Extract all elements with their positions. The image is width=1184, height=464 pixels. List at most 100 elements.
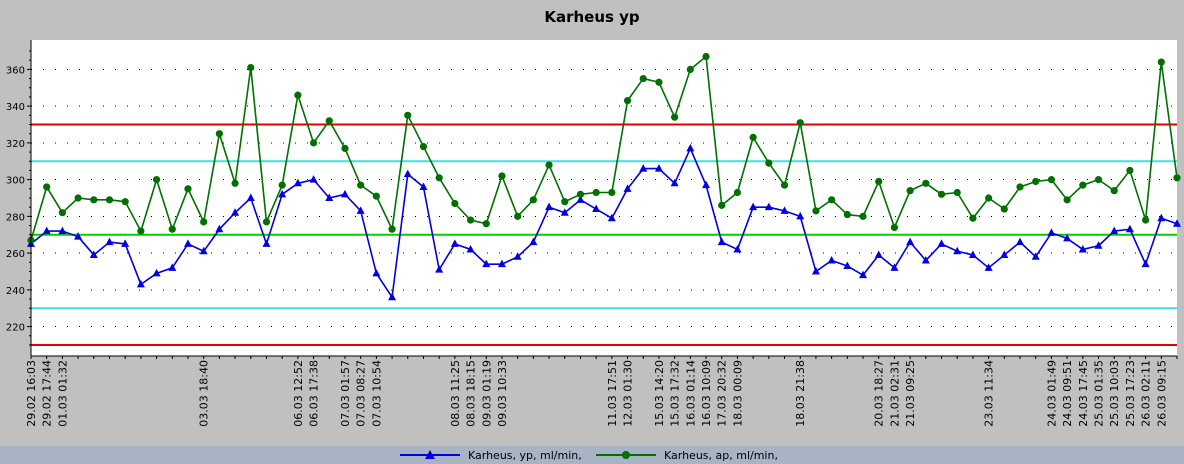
data-point [639,74,647,83]
data-point [1031,252,1040,260]
data-point [200,218,208,226]
data-point [733,188,742,197]
data-point [356,206,365,214]
data-point [796,211,805,220]
data-point [607,213,616,222]
legend-item-yp: Karheus, yp, ml/min, [400,447,582,463]
data-point [796,119,804,127]
data-point [922,179,930,187]
data-point [859,212,867,220]
data-point [859,270,868,279]
data-point [105,196,114,204]
data-point [1047,228,1056,236]
data-point [513,252,522,260]
x-tick-label: 26.03 02:11 [1140,360,1153,427]
data-point [843,261,852,269]
y-tick-label: 240 [6,286,25,297]
data-point [199,246,208,255]
data-point [74,232,83,240]
x-tick-label: 24.03 09:51 [1061,360,1074,427]
x-tick-label: 15.03 14:20 [653,360,666,427]
data-point [121,239,130,247]
series-layer [27,52,1181,301]
data-point [435,174,443,182]
x-tick-label: 17.03 20:32 [716,360,729,427]
x-tick-label: 09.03 10:33 [496,360,509,427]
data-point [1016,183,1024,191]
data-point [325,117,333,125]
data-point [780,206,789,214]
data-point [1047,176,1056,184]
data-point [843,210,851,219]
data-point [561,198,569,206]
data-point [184,185,192,193]
data-point [560,208,569,216]
data-point [937,190,946,198]
data-point [1000,250,1009,258]
x-tick-label: 06.03 12:52 [292,360,305,427]
data-point [293,178,302,187]
data-point [309,175,318,183]
data-point [262,239,271,247]
x-tick-label: 25.03 01:35 [1093,360,1106,427]
data-point [639,164,648,172]
data-point [686,65,694,73]
y-tick-label: 320 [6,139,25,150]
data-point [58,209,66,217]
x-tick-label: 07.03 08:27 [355,360,368,427]
data-point [341,144,349,152]
data-point [733,244,742,253]
x-tick-label: 24.03 17:45 [1077,360,1090,427]
data-point [168,263,177,271]
data-point [1079,181,1087,189]
legend-label-yp: Karheus, yp, ml/min, [468,448,582,462]
data-point [1000,205,1008,213]
y-tick-label: 340 [6,102,25,113]
data-point [953,188,961,197]
data-point [435,265,444,273]
data-point [686,143,695,152]
data-point [985,194,993,202]
data-point [1094,241,1103,249]
data-point [1142,216,1150,224]
x-tick-label: 18.03 21:38 [794,360,807,427]
y-tick-label: 360 [6,65,25,76]
data-point [121,198,129,206]
data-point [1110,226,1119,235]
data-point [1157,213,1166,222]
x-axis: 29.02 16:03 29.02 17:44 01.03 01:32 03.03 1… [25,355,1178,427]
x-tick-label: 01.03 01:32 [56,360,69,427]
data-point [1063,196,1071,204]
x-tick-label: 08.03 11:25 [449,360,462,427]
x-tick-label: 23.03 11:34 [983,360,996,427]
data-point [828,196,836,204]
reference-lines [31,123,1177,346]
data-point [1032,177,1040,186]
data-point [812,207,820,215]
data-point [764,202,773,211]
x-tick-label: 09.03 01:19 [480,360,493,427]
data-point [906,187,914,195]
data-point [466,244,475,253]
x-tick-label: 29.02 17:44 [41,360,54,427]
data-point [357,181,365,189]
y-tick-label: 280 [6,212,25,223]
data-point [654,164,663,172]
data-point [655,78,663,86]
data-point [262,218,271,226]
data-point [90,196,98,204]
data-point [294,91,302,99]
data-point [1094,176,1103,184]
x-tick-label: 25.03 10:03 [1108,360,1121,427]
data-point [183,239,192,247]
data-point [749,133,757,141]
data-point [670,178,679,187]
data-point [278,189,287,198]
x-tick-label: 29.02 16:03 [25,360,38,427]
data-point [388,225,396,233]
data-point [105,237,114,246]
y-tick-label: 220 [6,323,25,334]
data-point [482,220,490,228]
x-tick-label: 25.03 17:23 [1124,360,1137,427]
x-tick-label: 07.03 10:54 [370,360,383,427]
